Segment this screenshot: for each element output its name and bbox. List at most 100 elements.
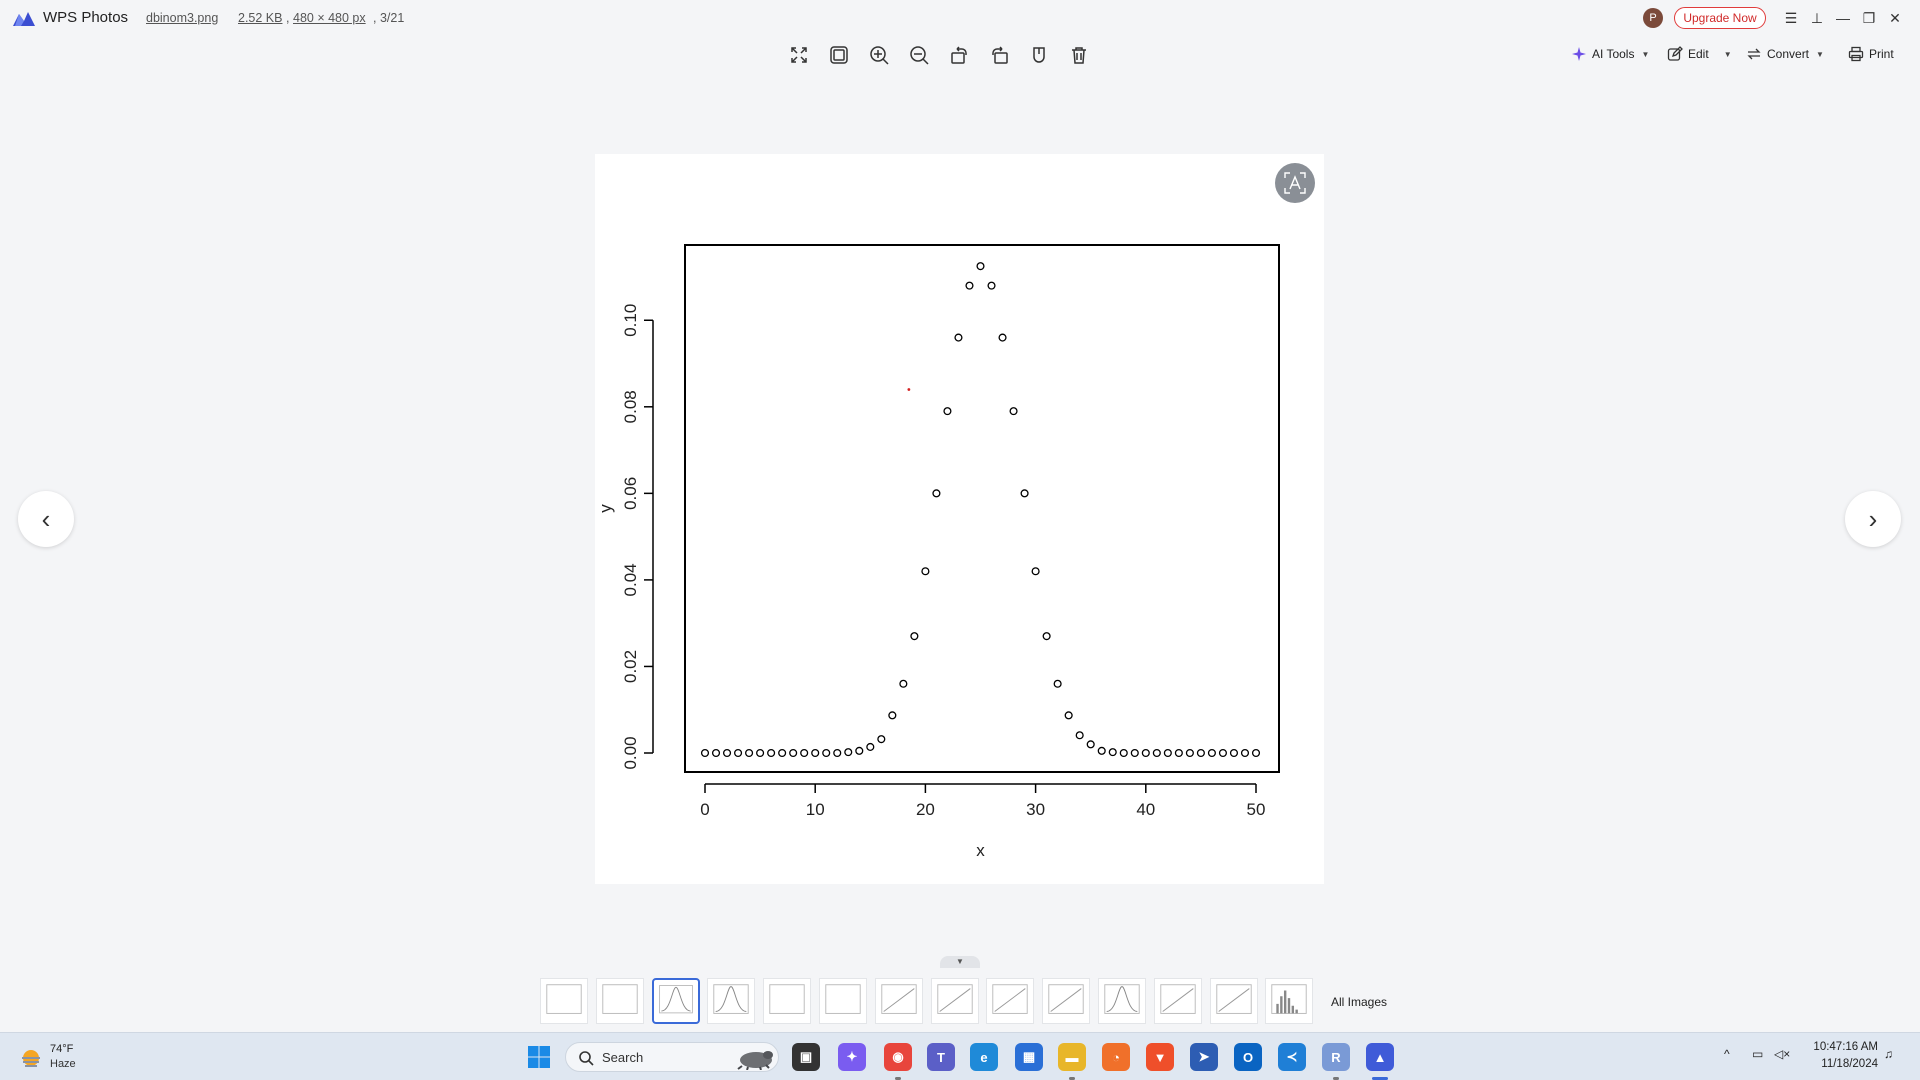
minimize-icon[interactable]: — (1836, 10, 1850, 26)
file-size-link[interactable]: 2.52 KB (238, 11, 283, 25)
restore-icon[interactable]: ❐ (1862, 10, 1876, 26)
y-tick-label: 0.08 (621, 390, 640, 423)
taskbar-app-wps-photos-icon[interactable]: ▲ (1366, 1043, 1394, 1071)
weather-sun-icon[interactable] (18, 1045, 44, 1071)
tray-chevron-icon[interactable]: ^ (1724, 1047, 1730, 1061)
taskbar-app-teams-icon[interactable]: T (927, 1043, 955, 1071)
zoom-in-icon[interactable] (866, 42, 892, 68)
data-point (844, 748, 853, 757)
clock-date[interactable]: 11/18/2024 (1821, 1058, 1878, 1070)
thumbnail-preview (769, 984, 805, 1014)
rotate-right-icon[interactable] (987, 42, 1013, 68)
thumbnail-item[interactable] (1098, 978, 1146, 1024)
thumbnail-item[interactable] (1042, 978, 1091, 1024)
thumbnail-preview (658, 985, 693, 1014)
ocr-text-extract-button[interactable] (1275, 163, 1315, 203)
chevron-down-icon: ▼ (1641, 49, 1650, 59)
taskbar-app-chrome-icon[interactable]: ◉ (884, 1043, 912, 1071)
data-point (756, 748, 765, 758)
close-icon[interactable]: ✕ (1889, 10, 1901, 26)
weather-temperature[interactable]: 74°F (50, 1043, 74, 1055)
data-point (899, 679, 908, 688)
data-point (1031, 567, 1040, 576)
notification-bell-icon[interactable]: ♫ (1884, 1047, 1893, 1061)
thumbnail-item[interactable] (651, 978, 700, 1024)
thumbnail-item[interactable] (707, 978, 756, 1024)
taskbar-app-mail-icon[interactable]: ➤ (1190, 1043, 1218, 1071)
data-point (1229, 748, 1239, 758)
data-point (1240, 748, 1250, 758)
running-indicator (1069, 1077, 1075, 1080)
data-point (1163, 748, 1172, 758)
user-avatar[interactable]: P (1643, 8, 1663, 28)
ai-tools-label: AI Tools (1592, 47, 1635, 61)
file-name-link[interactable]: dbinom3.png (146, 11, 219, 25)
data-point (833, 748, 842, 758)
thumbnail-item[interactable] (930, 978, 979, 1024)
thumbnail-item[interactable] (595, 978, 644, 1024)
shield-icon[interactable] (1026, 42, 1052, 68)
weather-description[interactable]: Haze (50, 1058, 76, 1070)
fullscreen-icon[interactable] (786, 42, 812, 68)
image-canvas[interactable]: 0 10 20 30 40 50 0.00 0.02 0.04 0.06 0.08 0.10 x y (595, 154, 1324, 884)
windows-start-icon[interactable] (527, 1045, 551, 1069)
pin-icon[interactable]: ⊥ (1810, 10, 1824, 26)
sparkle-icon (1572, 47, 1586, 61)
highlight-point (907, 388, 911, 391)
taskbar-app-taskview-icon[interactable]: ▣ (792, 1043, 820, 1071)
edit-button[interactable]: Edit ▼ (1667, 44, 1732, 64)
upgrade-now-button[interactable]: Upgrade Now (1674, 7, 1766, 29)
thumbnail-item[interactable] (874, 978, 923, 1024)
data-point (734, 748, 743, 758)
thumbnail-preview (1271, 984, 1308, 1014)
rotate-left-icon[interactable] (946, 42, 972, 68)
zoom-out-icon[interactable] (906, 42, 932, 68)
data-point (1064, 711, 1073, 720)
taskbar-app-firefox-icon[interactable]: ◔ (1102, 1043, 1130, 1071)
previous-image-button[interactable]: ‹ (18, 491, 74, 547)
edit-label: Edit (1688, 47, 1709, 61)
print-button[interactable]: Print (1848, 44, 1894, 64)
taskbar-app-store-icon[interactable]: ▦ (1015, 1043, 1043, 1071)
thumbnail-preview (1048, 984, 1084, 1014)
delete-icon[interactable] (1066, 42, 1092, 68)
x-tick-label: 20 (916, 800, 935, 819)
ai-tools-button[interactable]: AI Tools ▼ (1571, 44, 1649, 64)
thumbnail-item[interactable] (986, 978, 1035, 1024)
data-point (888, 711, 897, 720)
thumbnail-item[interactable] (763, 978, 812, 1024)
taskbar-app-vscode-icon[interactable]: ≺ (1278, 1043, 1306, 1071)
thumbnail-item[interactable] (1265, 978, 1314, 1024)
thumbnail-item[interactable] (1153, 978, 1202, 1024)
data-point (1053, 679, 1062, 688)
all-images-link[interactable]: All Images (1331, 995, 1388, 1009)
file-dimensions-link[interactable]: 480 × 480 px (293, 11, 366, 25)
taskbar-app-outlook-icon[interactable]: O (1234, 1043, 1262, 1071)
data-point (1108, 748, 1117, 757)
volume-muted-icon[interactable]: ◁× (1774, 1047, 1791, 1061)
taskbar-app-r-app-icon[interactable]: R (1322, 1043, 1350, 1071)
network-icon[interactable]: ▭ (1752, 1047, 1764, 1061)
data-point (745, 748, 754, 758)
fit-window-icon[interactable] (826, 42, 852, 68)
convert-button[interactable]: Convert ▼ (1746, 44, 1824, 64)
taskbar-app-brave-icon[interactable]: ▼ (1146, 1043, 1174, 1071)
running-indicator (895, 1077, 901, 1080)
data-point (811, 748, 820, 758)
menu-icon[interactable]: ☰ (1784, 10, 1798, 26)
collapse-thumbnails-button[interactable]: ▼ (940, 956, 980, 968)
taskbar-search-box[interactable]: Search (565, 1042, 779, 1072)
thumbnail-item[interactable] (540, 978, 588, 1024)
thumbnail-item[interactable] (1209, 978, 1258, 1024)
taskbar-app-copilot-icon[interactable]: ✦ (838, 1043, 866, 1071)
taskbar-app-edge-icon[interactable]: e (970, 1043, 998, 1071)
running-indicator (1333, 1077, 1339, 1080)
data-point (1251, 748, 1261, 758)
taskbar-app-explorer-icon[interactable]: ▬ (1058, 1043, 1086, 1071)
search-highlight-icon (737, 1051, 773, 1070)
y-tick-label: 0.04 (621, 563, 640, 596)
thumbnail-preview (1215, 984, 1252, 1014)
clock-time[interactable]: 10:47:16 AM (1813, 1041, 1878, 1053)
next-image-button[interactable]: › (1845, 491, 1901, 547)
thumbnail-item[interactable] (819, 978, 867, 1024)
